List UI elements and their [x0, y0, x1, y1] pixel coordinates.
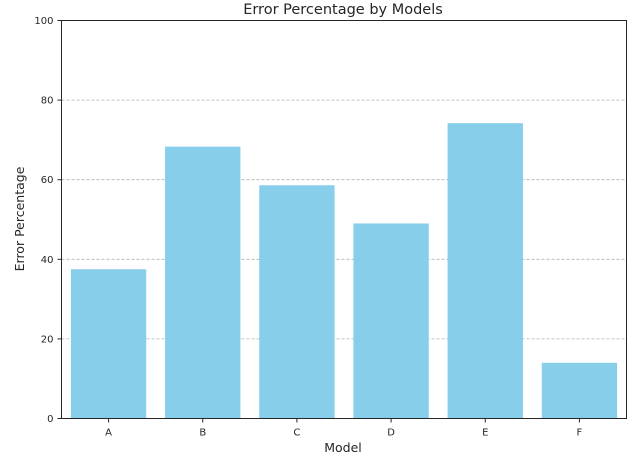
x-axis-ticks: A B C D E F: [105, 418, 583, 439]
y-tick-label-100: 100: [34, 16, 53, 27]
x-tick-label-b: B: [199, 428, 206, 439]
plot-frame: [61, 20, 627, 419]
x-tick-label-d: D: [387, 428, 395, 439]
y-tick-label-40: 40: [41, 255, 54, 266]
bars: [70, 123, 618, 419]
x-axis-label: Model: [324, 440, 362, 455]
chart-title: Error Percentage by Models: [243, 2, 443, 18]
bar-e: [447, 123, 523, 419]
y-tick-label-20: 20: [41, 334, 54, 345]
bar-f: [541, 362, 618, 419]
bar-d: [353, 223, 429, 419]
x-tick-label-e: E: [482, 428, 488, 439]
y-axis-label: Error Percentage: [12, 166, 27, 271]
bar-c: [259, 185, 335, 419]
x-tick-label-a: A: [105, 428, 112, 439]
y-tick-label-60: 60: [41, 175, 54, 186]
bar-b: [165, 146, 241, 419]
x-tick-label-c: C: [293, 428, 300, 439]
y-axis-ticks: 0 20 40 60 80 100: [34, 16, 62, 425]
y-tick-label-80: 80: [41, 96, 54, 107]
x-tick-label-f: F: [577, 428, 583, 439]
bar-a: [70, 269, 147, 419]
y-tick-label-0: 0: [47, 414, 53, 425]
y-gridlines: [61, 99, 627, 340]
